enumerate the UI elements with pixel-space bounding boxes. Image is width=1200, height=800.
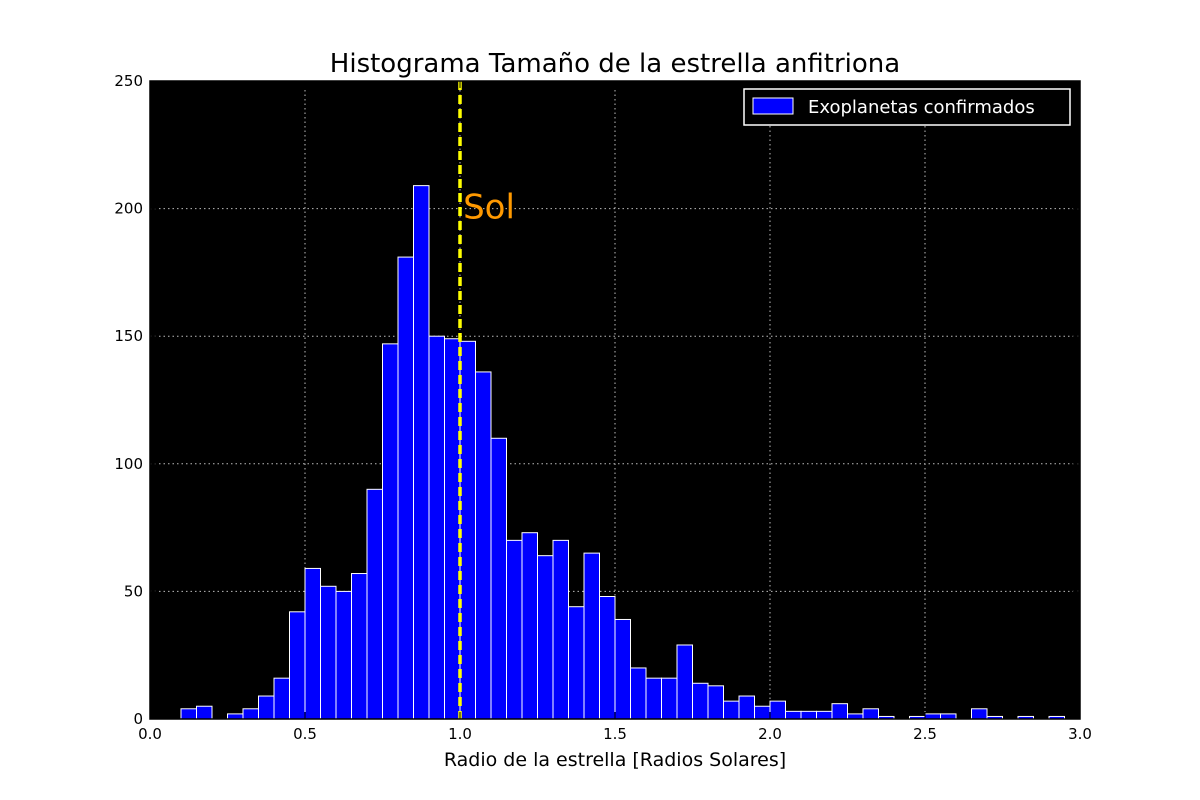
- histogram-bar: [707, 685, 724, 720]
- histogram-bar: [552, 539, 569, 720]
- histogram-bar: [785, 710, 802, 720]
- histogram-bar: [320, 585, 337, 720]
- histogram-bar: [583, 552, 600, 720]
- histogram-bars: [180, 185, 1065, 720]
- histogram-bar: [180, 708, 197, 720]
- y-tick-label: 50: [124, 582, 143, 600]
- x-tick-label: 2.5: [913, 725, 937, 743]
- sun-annotation-label: Sol: [463, 188, 515, 228]
- legend-swatch: [752, 97, 794, 115]
- histogram-bar: [847, 713, 864, 720]
- y-tick-label: 100: [114, 455, 143, 473]
- y-tick-label: 200: [114, 200, 143, 218]
- histogram-bar: [289, 611, 306, 720]
- histogram-bar: [971, 708, 988, 720]
- histogram-bar: [614, 618, 631, 720]
- histogram-bar: [676, 644, 693, 720]
- y-tick-label: 250: [114, 72, 143, 90]
- x-tick-label: 1.0: [448, 725, 472, 743]
- histogram-bar: [630, 667, 647, 720]
- histogram-bar: [568, 606, 585, 720]
- histogram-bar: [366, 488, 383, 720]
- histogram-bar: [816, 710, 833, 720]
- histogram-bar: [351, 573, 368, 720]
- legend-label: Exoplanetas confirmados: [808, 97, 1035, 118]
- histogram-bar: [754, 705, 771, 720]
- histogram-bar: [459, 340, 476, 720]
- histogram-bar: [444, 338, 461, 720]
- histogram-bar: [506, 539, 523, 720]
- histogram-bar: [382, 343, 399, 720]
- x-tick-label: 0.5: [293, 725, 317, 743]
- chart-title: Histograma Tamaño de la estrella anfitri…: [330, 49, 900, 79]
- histogram-bar: [397, 256, 414, 720]
- histogram-bar: [475, 371, 492, 720]
- x-tick-label: 2.0: [758, 725, 782, 743]
- x-tick-label: 1.5: [603, 725, 627, 743]
- histogram-bar: [490, 437, 507, 720]
- annotations: Sol: [458, 81, 515, 719]
- histogram-bar: [800, 710, 817, 720]
- x-tick-label: 3.0: [1068, 725, 1092, 743]
- y-tick-label: 0: [133, 710, 143, 728]
- histogram-bar: [428, 335, 445, 720]
- histogram-bar: [940, 713, 957, 720]
- histogram-bar: [196, 705, 213, 720]
- histogram-bar: [242, 708, 259, 720]
- x-tick-label: 0.0: [138, 725, 162, 743]
- histogram-bar: [521, 532, 538, 720]
- histogram-bar: [599, 596, 616, 720]
- legend: Exoplanetas confirmados: [743, 88, 1071, 126]
- histogram-bar: [304, 567, 321, 720]
- y-tick-label: 150: [114, 327, 143, 345]
- legend-box: [743, 88, 1071, 126]
- histogram-bar: [413, 185, 430, 720]
- histogram-bar: [645, 677, 662, 720]
- histogram-bar: [273, 677, 290, 720]
- histogram-bar: [692, 682, 709, 720]
- histogram-bar: [258, 695, 275, 720]
- histogram-bar: [537, 555, 554, 720]
- histogram-bar: [769, 700, 786, 720]
- histogram-bar: [924, 713, 941, 720]
- histogram-bar: [831, 703, 848, 720]
- histogram-bar: [227, 713, 244, 720]
- histogram-bar: [723, 700, 740, 720]
- histogram-bar: [862, 708, 879, 720]
- x-axis-label: Radio de la estrella [Radios Solares]: [444, 749, 786, 771]
- histogram-bar: [661, 677, 678, 720]
- histogram-bar: [335, 590, 352, 720]
- histogram-bar: [738, 695, 755, 720]
- axis-ticks: 0.0 0.5 1.0 1.5 2.0 2.5 3.0 0 50 100 150 200 250: [114, 72, 1092, 743]
